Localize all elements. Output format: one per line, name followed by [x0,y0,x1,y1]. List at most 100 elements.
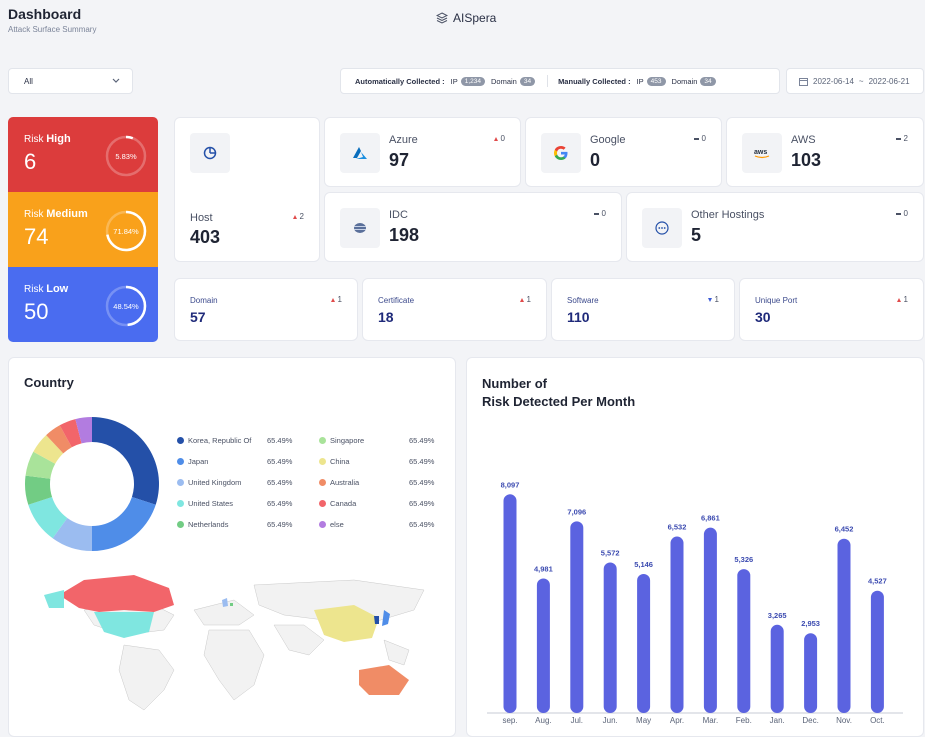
host-icon-box [190,133,230,173]
legend-percent: 65.49% [409,520,435,529]
other-hostings-card[interactable]: Other Hostings 5 0 [626,192,924,262]
legend-dot [319,437,326,444]
bar-value-label: 8,097 [501,480,520,489]
donut-slice-netherlands[interactable] [25,475,53,505]
donut-slice-australia[interactable] [46,425,72,454]
risk-high-label: Risk High [24,133,71,145]
google-count: 0 [590,150,601,170]
azure-card[interactable]: Azure 97 0 [324,117,521,187]
country-title: Country [24,375,74,390]
donut-slice-china[interactable] [33,435,64,464]
host-count: 403 [190,227,221,247]
layers-icon [436,12,448,24]
donut-slice-else[interactable] [75,417,92,444]
google-icon-box [541,133,581,173]
risk-medium-card[interactable]: Risk Medium 74 71.84% [8,192,158,267]
chevron-down-icon [112,78,120,83]
aws-delta: 2 [895,134,908,143]
asset-filter-select[interactable]: All [8,68,133,94]
aws-count: 103 [791,150,822,170]
risk-high-percent: 5.83% [115,151,137,161]
brand-logo: AISpera [436,11,496,25]
date-range-picker[interactable]: 2022-06-14 ~ 2022-06-21 [786,68,924,94]
donut-slice-canada[interactable] [59,419,82,448]
unique-port-card[interactable]: Unique Port 30 1 [739,278,924,341]
bar-sep[interactable] [503,494,517,713]
bar-jul[interactable] [570,521,584,713]
world-map [44,575,425,711]
domain-delta: 1 [330,295,342,304]
idc-icon-box [340,208,380,248]
domain-card[interactable]: Domain 57 1 [174,278,358,341]
legend-country-name: else [330,520,344,529]
risk-low-card[interactable]: Risk Low 50 48.54% [8,267,158,342]
risk-low-label: Risk Low [24,283,69,295]
arrow-up-icon [896,297,901,302]
google-card[interactable]: Google 0 0 [525,117,722,187]
donut-slice-singapore[interactable] [25,451,56,479]
risk-medium-label: Risk Medium [24,208,88,220]
software-delta: 1 [707,295,719,304]
filter-selected-value: All [24,76,33,86]
certificate-count: 18 [378,309,394,325]
legend-percent: 65.49% [409,499,435,508]
x-tick-label: Apr. [670,716,684,725]
x-tick-label: May [636,716,651,725]
bar-feb[interactable] [737,569,751,713]
legend-item: China [319,457,350,466]
bar-aug[interactable] [536,578,550,713]
legend-country-name: United Kingdom [188,478,242,487]
risk-high-card[interactable]: Risk High 6 5.83% [8,117,158,192]
country-donut-chart [25,417,159,551]
aws-card[interactable]: aws AWS 103 2 [726,117,924,187]
bar-may[interactable] [637,573,651,713]
donut-slice-united-states[interactable] [28,496,68,539]
bar-value-label: 6,861 [701,514,720,523]
bar-value-label: 2,953 [801,619,820,628]
bar-nov[interactable] [837,538,851,713]
arrow-up-icon [493,136,498,141]
legend-item: Japan [177,457,208,466]
page-title: Dashboard [8,6,82,22]
legend-dot [319,458,326,465]
bar-apr[interactable] [670,536,684,713]
pie-chart-icon [203,146,217,160]
dash-icon [895,212,901,215]
certificate-label: Certificate [378,296,415,305]
legend-percent: 65.49% [267,520,293,529]
legend-dot [177,479,184,486]
certificate-card[interactable]: Certificate 18 1 [362,278,547,341]
bar-value-label: 5,326 [734,555,753,564]
donut-slice-japan[interactable] [92,496,156,551]
donut-slice-korea-republic-of[interactable] [92,417,159,505]
legend-item: Canada [319,499,356,508]
host-card[interactable]: Host 403 2 [174,117,320,262]
idc-card[interactable]: IDC 198 0 [324,192,622,262]
other-hostings-label: Other Hostings [691,209,765,221]
dash-icon [593,212,599,215]
risk-medium-ring [105,210,147,252]
legend-country-name: Canada [330,499,357,508]
bar-oct[interactable] [870,590,884,713]
x-tick-label: Oct. [870,716,885,725]
host-delta: 2 [292,212,304,221]
risk-bar-chart: 8,097 sep. 4,981 Aug. 7,096 Jul. 5,572 Jun. 5,14… [487,480,903,725]
legend-item: else [319,520,344,529]
unique-port-count: 30 [755,309,771,325]
bar-jun[interactable] [603,562,617,713]
server-icon [354,223,366,233]
date-start: 2022-06-14 [813,76,854,86]
legend-country-name: China [330,457,350,466]
bar-dec[interactable] [804,633,818,713]
azure-delta: 0 [493,134,505,143]
bar-jan[interactable] [770,624,784,713]
software-card[interactable]: Software 110 1 [551,278,735,341]
donut-slice-united-kingdom[interactable] [52,517,92,551]
bar-mar[interactable] [703,527,717,713]
legend-country-name: United States [188,499,234,508]
x-tick-label: Nov. [836,716,852,725]
auto-domain-count: 34 [519,76,536,86]
map-china [314,605,379,642]
risk-per-month-panel: Number of Risk Detected Per Month 8,097 s… [466,357,924,737]
risk-medium-percent: 71.84% [113,226,139,236]
